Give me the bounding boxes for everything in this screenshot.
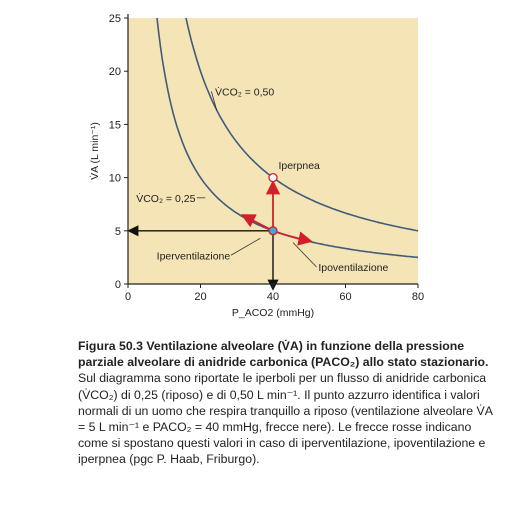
y-tick-label: 10 (109, 173, 121, 185)
y-tick-label: 15 (109, 119, 121, 131)
leader-ipoventilazione (292, 242, 317, 268)
caption-title: Figura 50.3 Ventilazione alveolare (V̇A)… (78, 339, 489, 370)
label-ipoventilazione: Ipoventilazione (318, 262, 388, 274)
label-iperventilazione: Iperventilazione (157, 250, 231, 262)
chart: 0 20 40 60 80 0 5 10 15 20 25 P_ACO2 (mmHg) V̇A (L … (88, 13, 424, 319)
curve-label-high: V̇CO₂ = 0,50 (215, 86, 274, 99)
caption-body: Sul diagramma sono riportate le iperboli… (78, 371, 493, 467)
label-iperpnea: Iperpnea (278, 160, 320, 172)
y-tick-label: 25 (109, 13, 121, 25)
y-axis-label: V̇A (L min⁻¹) (88, 122, 101, 180)
x-tick-label: 0 (125, 291, 131, 303)
x-axis-label: P_ACO2 (mmHg) (232, 307, 314, 319)
x-tick-label: 60 (339, 291, 351, 303)
x-tick-label: 20 (194, 291, 206, 303)
y-tick-label: 0 (115, 279, 121, 291)
y-tick-label: 20 (109, 66, 121, 78)
x-tick-label: 80 (412, 291, 424, 303)
figure-caption: Figura 50.3 Ventilazione alveolare (V̇A)… (78, 338, 496, 468)
y-tick-label: 5 (115, 226, 121, 238)
x-tick-label: 40 (267, 291, 279, 303)
leader-iperventilazione (230, 237, 261, 256)
point-normal (268, 226, 278, 236)
series-line-2 (185, 17, 419, 232)
point-iperpnea (268, 172, 278, 183)
leader-high (210, 91, 218, 111)
curve-label-low: V̇CO₂ = 0,25 (136, 192, 195, 205)
